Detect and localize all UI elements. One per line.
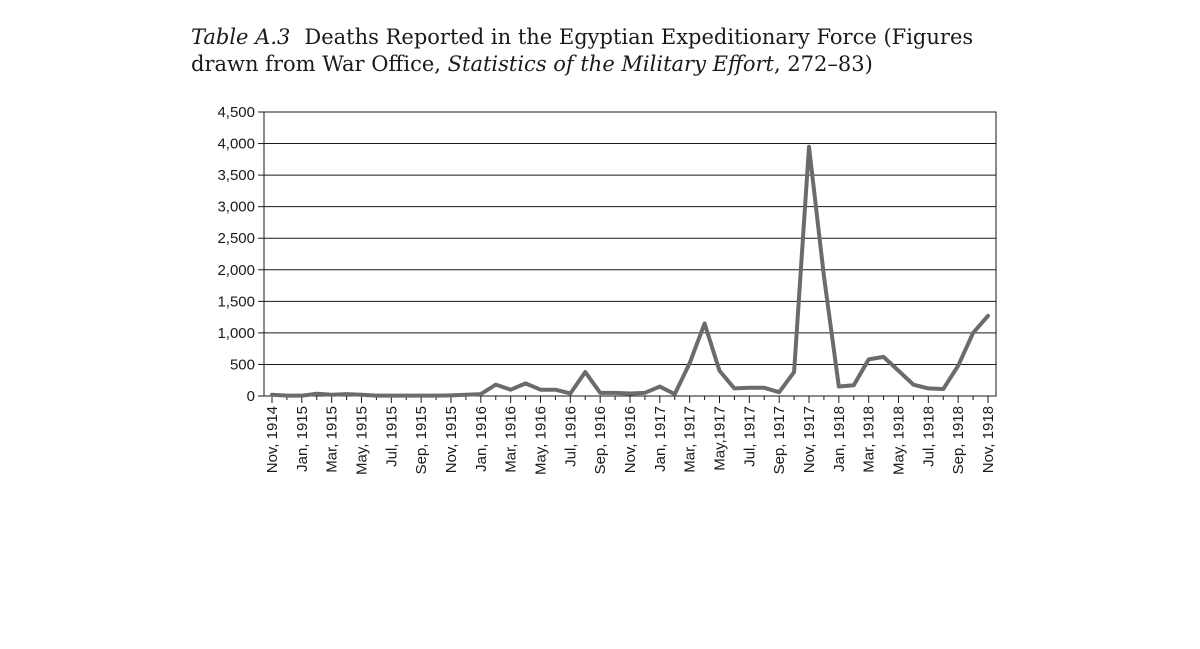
x-tick-label: Sep, 1918: [950, 406, 967, 474]
y-tick-label: 4,500: [217, 104, 255, 121]
y-axis: 0 500 1,000 1,500 2,000 2,500 3,000 3,500 4,000 4…: [217, 104, 264, 405]
x-tick-label: Jan, 1917: [652, 406, 669, 472]
table-caption: Table A.3 Deaths Reported in the Egyptian…: [191, 24, 1031, 78]
x-tick-label: Jan, 1916: [473, 406, 490, 472]
x-tick-label: Mar, 1917: [682, 406, 699, 473]
y-tick-label: 1,000: [217, 325, 255, 342]
plot-frame: [263, 111, 997, 397]
y-tick-label: 0: [247, 388, 255, 405]
y-tick-label: 4,000: [217, 136, 255, 153]
y-gridlines: [263, 111, 997, 397]
x-tick-label: Sep, 1917: [771, 406, 788, 474]
x-tick-label: Jul, 1915: [383, 406, 400, 467]
y-tick-label: 2,000: [217, 262, 255, 279]
x-tick-label: Jul, 1918: [920, 406, 937, 467]
x-tick-label: Jul, 1917: [741, 406, 758, 467]
caption-text-before: Deaths Reported in the Egyptian Expediti…: [191, 25, 974, 76]
x-tick-label: Nov, 1914: [264, 406, 281, 473]
caption-number: Table A.3: [191, 25, 291, 49]
caption-source: Statistics of the Military Effort: [447, 52, 774, 76]
x-tick-label: Mar, 1915: [324, 406, 341, 473]
x-tick-label: Jan, 1915: [294, 406, 311, 472]
x-tick-label: Mar, 1916: [503, 406, 520, 473]
x-tick-label: Jan, 1918: [831, 406, 848, 472]
x-tick-label: Nov, 1917: [801, 406, 818, 473]
x-tick-label: May, 1918: [891, 406, 908, 475]
x-tick-label: Jul, 1916: [562, 406, 579, 467]
x-tick-label: Sep, 1915: [413, 406, 430, 474]
x-tick-label: Nov, 1915: [443, 406, 460, 473]
y-tick-label: 3,000: [217, 199, 255, 216]
y-tick-label: 500: [230, 356, 255, 373]
x-tick-label: Mar, 1918: [861, 406, 878, 473]
caption-text-after: , 272–83): [773, 52, 873, 76]
y-tick-label: 2,500: [217, 230, 255, 247]
x-tick-label: Sep, 1916: [592, 406, 609, 474]
x-tick-label: May, 1916: [533, 406, 550, 475]
x-tick-label: Nov, 1916: [622, 406, 639, 473]
y-tick-label: 3,500: [217, 167, 255, 184]
x-axis: Nov, 1914 Jan, 1915 Mar, 1915 May, 1915 Jul,…: [264, 396, 997, 475]
y-tick-label: 1,500: [217, 293, 255, 310]
deaths-series: [270, 144, 990, 398]
x-tick-label: Nov, 1918: [980, 406, 997, 473]
x-tick-label: May, 1915: [354, 406, 371, 475]
x-tick-label: May,1917: [712, 406, 729, 471]
deaths-line: [270, 144, 990, 398]
